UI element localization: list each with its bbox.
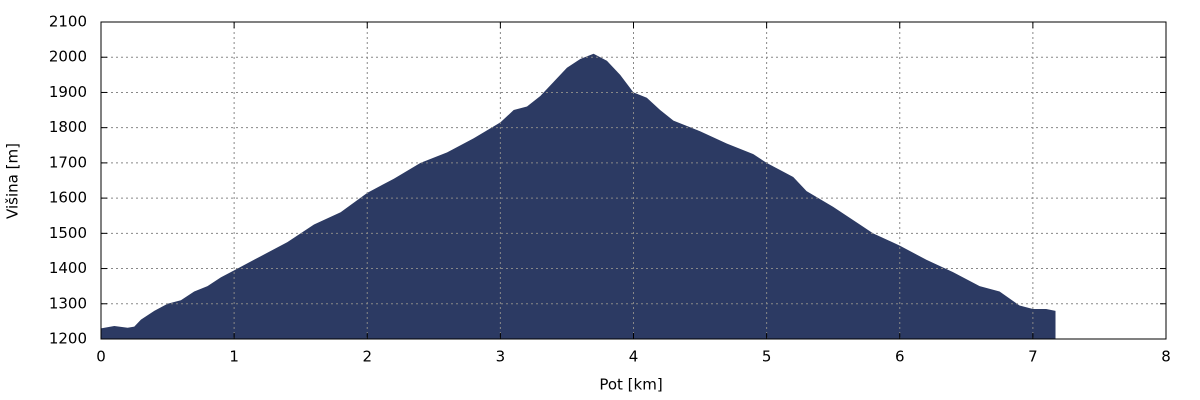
- x-axis-label: Pot [km]: [599, 376, 662, 394]
- x-tick-label: 1: [229, 348, 239, 366]
- x-tick-label: 2: [362, 348, 372, 366]
- plot-frame: [100, 21, 1167, 340]
- y-tick-label: 1200: [49, 330, 87, 348]
- x-tick-label: 4: [629, 348, 639, 366]
- x-tick-label: 7: [1028, 348, 1038, 366]
- y-tick-label: 1800: [49, 118, 87, 136]
- y-tick-label: 1700: [49, 153, 87, 171]
- x-tick-label: 8: [1161, 348, 1171, 366]
- elevation-area: [101, 53, 1056, 339]
- y-tick-label: 1600: [49, 189, 87, 207]
- y-tick-label: 1900: [49, 83, 87, 101]
- y-tick-label: 2000: [49, 48, 87, 66]
- y-tick-label: 1500: [49, 224, 87, 242]
- y-axis-label: Višina [m]: [4, 143, 22, 219]
- x-tick-label: 5: [762, 348, 772, 366]
- y-tick-label: 2100: [49, 13, 87, 31]
- y-tick-label: 1400: [49, 259, 87, 277]
- y-tick-label: 1300: [49, 294, 87, 312]
- x-tick-label: 3: [496, 348, 506, 366]
- x-tick-label: 6: [895, 348, 905, 366]
- x-tick-label: 0: [96, 348, 106, 366]
